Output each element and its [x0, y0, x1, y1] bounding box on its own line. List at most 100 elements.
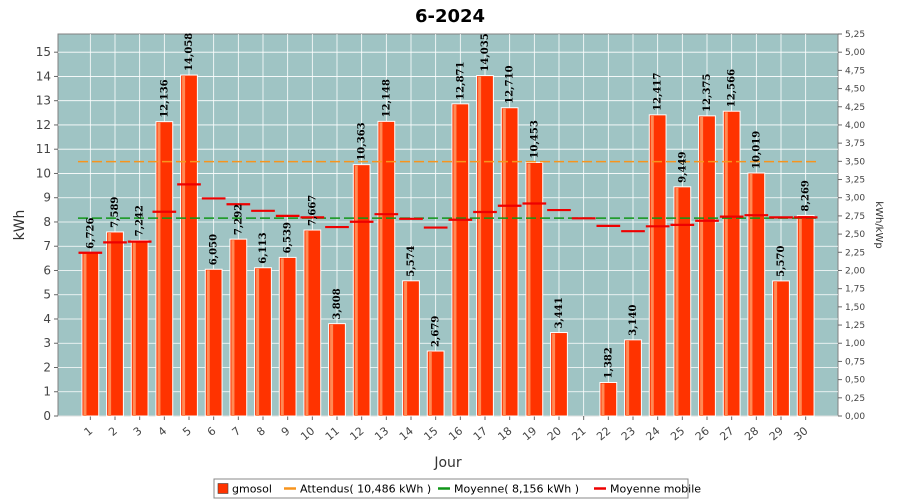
data-label: 12,375 [702, 74, 713, 112]
data-label: 10,019 [751, 131, 762, 169]
x-tick-label: 15 [422, 424, 441, 443]
y-right-tick-label: 4,25 [845, 103, 865, 113]
bar-highlight [231, 240, 235, 416]
y-right-tick-label: 2,00 [845, 266, 865, 276]
data-label: 14,035 [480, 33, 491, 71]
y-tick-label: 2 [43, 360, 51, 374]
y-right-tick-label: 3,75 [845, 139, 865, 149]
x-tick-label: 28 [742, 424, 761, 443]
data-label: 2,679 [431, 316, 442, 347]
bar-highlight [650, 115, 654, 417]
x-tick-label: 25 [668, 424, 687, 443]
bar-highlight [354, 165, 358, 416]
x-tick-label: 29 [767, 424, 786, 443]
bar-highlight [428, 352, 432, 416]
y-right-tick-label: 1,75 [845, 285, 865, 295]
x-tick-label: 14 [397, 424, 416, 443]
y-right-tick-label: 3,25 [845, 176, 865, 186]
bar-highlight [305, 231, 309, 416]
y-right-tick-label: 0,00 [845, 412, 865, 422]
y-right-tick-label: 5,25 [845, 30, 865, 40]
x-tick-label: 19 [520, 424, 539, 443]
bar-highlight [478, 76, 482, 417]
data-label: 6,539 [283, 222, 294, 253]
data-label: 12,417 [653, 73, 664, 111]
x-tick-label: 7 [230, 424, 244, 438]
x-tick-label: 16 [446, 424, 465, 443]
bar-highlight [256, 268, 260, 416]
x-tick-label: 18 [496, 424, 515, 443]
y-right-tick-label: 1,25 [845, 321, 865, 331]
bar-highlight [626, 340, 630, 416]
y-axis-title: kWh [12, 210, 28, 241]
data-label: 1,382 [603, 347, 614, 378]
chart-title: 6-2024 [415, 6, 485, 27]
x-tick-label: 22 [594, 424, 613, 443]
x-tick-label: 6 [205, 424, 219, 438]
y-right-tick-label: 4,75 [845, 66, 865, 76]
bar-highlight [182, 76, 186, 416]
x-tick-label: 23 [619, 424, 638, 443]
y-tick-label: 13 [36, 94, 51, 108]
data-label: 12,136 [159, 79, 170, 117]
x-tick-label: 21 [570, 424, 589, 443]
y-right-tick-label: 1,00 [845, 339, 865, 349]
y-tick-label: 15 [36, 45, 51, 59]
y-right-tick-label: 2,50 [845, 230, 865, 240]
legend-label: Moyenne( 8,156 kWh ) [454, 483, 579, 496]
x-tick-label: 1 [82, 424, 96, 438]
data-label: 5,574 [406, 245, 417, 276]
data-label: 6,050 [209, 234, 220, 265]
y-right-tick-label: 0,75 [845, 357, 865, 367]
y-right-tick-label: 5,00 [845, 48, 865, 58]
bar-highlight [675, 187, 679, 416]
bar-highlight [601, 383, 605, 416]
legend-swatch [217, 483, 229, 494]
y-right-tick-label: 3,50 [845, 157, 865, 167]
y-right-tick-label: 2,75 [845, 212, 865, 222]
legend-label: gmosol [232, 483, 272, 496]
y-right-tick-label: 2,25 [845, 248, 865, 258]
data-label: 12,148 [381, 79, 392, 117]
y-tick-label: 5 [43, 288, 51, 302]
x-axis-title: Jour [433, 455, 462, 471]
data-label: 3,140 [628, 304, 639, 335]
y-right-tick-label: 0,50 [845, 376, 865, 386]
bar-highlight [280, 258, 284, 416]
y-tick-label: 1 [43, 385, 51, 399]
data-label: 12,871 [455, 62, 466, 100]
x-tick-label: 24 [644, 424, 663, 443]
y-tick-label: 14 [36, 69, 51, 83]
bar-highlight [330, 324, 334, 416]
x-tick-label: 11 [323, 424, 342, 443]
bar-highlight [502, 108, 506, 417]
data-label: 7,292 [233, 204, 244, 235]
y-tick-label: 8 [43, 215, 51, 229]
y-right-tick-label: 3,00 [845, 194, 865, 204]
data-label: 12,710 [505, 65, 516, 103]
data-label: 7,242 [135, 205, 146, 236]
bar-highlight [724, 112, 728, 416]
legend-box [213, 478, 689, 499]
y-right-axis-title: kWh/kWp [873, 201, 884, 248]
x-tick-label: 5 [180, 424, 194, 438]
plot-area [57, 33, 839, 417]
bar-highlight [552, 333, 556, 416]
y-tick-label: 0 [43, 409, 51, 423]
x-tick-label: 17 [471, 424, 490, 443]
data-label: 10,363 [357, 122, 368, 160]
bar-highlight [157, 122, 161, 416]
y-tick-label: 9 [43, 191, 51, 205]
data-label: 6,726 [85, 218, 96, 249]
data-label: 9,449 [677, 151, 688, 182]
bar-highlight [206, 270, 210, 416]
x-tick-label: 10 [298, 424, 317, 443]
y-tick-label: 11 [36, 142, 51, 156]
x-tick-label: 9 [279, 424, 293, 438]
y-right-tick-label: 4,00 [845, 121, 865, 131]
y-right-tick-label: 0,25 [845, 394, 865, 404]
y-tick-label: 7 [43, 239, 51, 253]
y-tick-label: 3 [43, 336, 51, 350]
y-tick-label: 12 [36, 118, 51, 132]
